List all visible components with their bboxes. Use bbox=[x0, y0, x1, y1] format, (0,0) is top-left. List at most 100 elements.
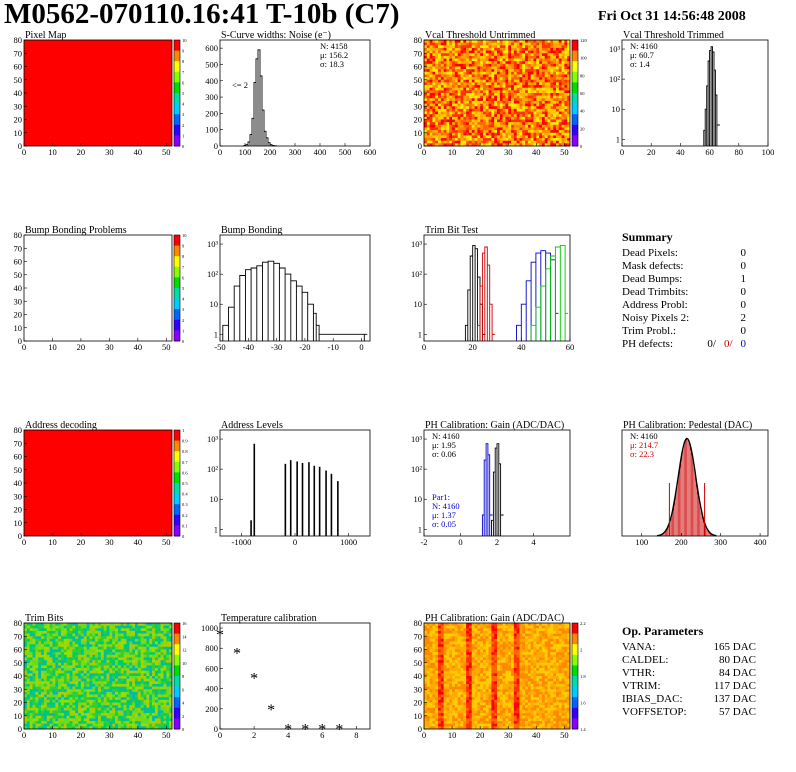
heatmap-cell bbox=[106, 670, 110, 674]
heatmap-cell bbox=[424, 119, 428, 123]
heatmap-cell bbox=[63, 649, 67, 653]
heatmap-cell bbox=[497, 42, 501, 46]
heatmap-cell bbox=[525, 143, 529, 147]
heatmap-cell bbox=[169, 628, 173, 632]
heatmap-cell bbox=[432, 114, 436, 118]
heatmap-cell bbox=[561, 45, 565, 49]
palette-tick-label: 5 bbox=[182, 286, 185, 291]
heatmap-cell bbox=[440, 66, 444, 70]
heatmap-cell bbox=[457, 50, 461, 54]
heatmap-cell bbox=[83, 654, 87, 658]
heatmap-cell bbox=[525, 132, 529, 136]
heatmap-cell bbox=[435, 77, 439, 81]
heatmap-cell bbox=[468, 127, 473, 131]
heatmap-cell bbox=[157, 633, 161, 637]
heatmap-cell bbox=[106, 636, 110, 640]
heatmap-cell bbox=[454, 132, 458, 136]
heatmap-cell bbox=[454, 63, 458, 67]
heatmap-cell bbox=[555, 140, 560, 144]
heatmap-cell bbox=[527, 74, 531, 78]
heatmap-cell bbox=[35, 721, 39, 724]
heatmap-cell bbox=[550, 74, 554, 78]
y-tick-label: 20 bbox=[14, 505, 23, 515]
heatmap-cell bbox=[471, 135, 475, 139]
palette-tick-label: 2 bbox=[182, 123, 184, 128]
heatmap-cell bbox=[485, 114, 489, 118]
heatmap-cell bbox=[468, 628, 473, 632]
heatmap-cell bbox=[163, 673, 167, 677]
heatmap-cell bbox=[477, 79, 481, 83]
heatmap-cell bbox=[103, 628, 107, 632]
heatmap-cell bbox=[55, 710, 59, 714]
x-tick-label: 100 bbox=[239, 147, 252, 157]
heatmap-cell bbox=[166, 660, 170, 664]
heatmap-cell bbox=[541, 90, 546, 94]
x-tick-label: 10 bbox=[48, 147, 57, 157]
heatmap-cell bbox=[63, 633, 67, 637]
heatmap-cell bbox=[117, 652, 122, 656]
heatmap-cell bbox=[463, 636, 467, 640]
heatmap-cell bbox=[539, 119, 543, 123]
heatmap-cell bbox=[149, 713, 153, 717]
heatmap-cell bbox=[78, 644, 82, 648]
heatmap-cell bbox=[460, 58, 464, 62]
heatmap-cell bbox=[166, 668, 170, 671]
palette-cell bbox=[174, 309, 180, 321]
heatmap-cell bbox=[120, 665, 124, 669]
heatmap-cell bbox=[558, 47, 562, 51]
heatmap-cell bbox=[100, 715, 104, 719]
heatmap-cell bbox=[63, 641, 67, 645]
heatmap-cell bbox=[103, 636, 107, 640]
heatmap-cell bbox=[555, 42, 560, 46]
heatmap-cell bbox=[561, 143, 565, 147]
heatmap-cell bbox=[154, 641, 159, 645]
heatmap-cell bbox=[92, 670, 96, 674]
heatmap-cell bbox=[567, 40, 571, 43]
heatmap-cell bbox=[457, 58, 461, 62]
x-tick-label: 8 bbox=[354, 730, 358, 740]
heatmap-cell bbox=[154, 702, 159, 706]
heatmap-cell bbox=[166, 697, 170, 701]
heatmap-cell bbox=[449, 47, 453, 51]
heatmap-cell bbox=[52, 681, 56, 685]
heatmap-cell bbox=[52, 689, 56, 693]
heatmap-cell bbox=[541, 625, 546, 629]
heatmap-cell bbox=[468, 106, 473, 110]
heatmap-cell bbox=[474, 106, 478, 110]
heatmap-cell bbox=[41, 718, 45, 722]
heatmap-cell bbox=[72, 723, 76, 727]
heatmap-cell bbox=[471, 53, 475, 57]
heatmap-cell bbox=[519, 633, 523, 637]
heatmap-cell bbox=[78, 726, 82, 730]
heatmap-cell bbox=[29, 686, 33, 690]
heatmap-cell bbox=[536, 50, 540, 54]
heatmap-cell bbox=[443, 630, 447, 634]
heatmap-cell bbox=[525, 71, 529, 75]
heatmap-cell bbox=[63, 699, 67, 703]
heatmap-cell bbox=[466, 61, 470, 65]
heatmap-cell bbox=[457, 111, 461, 115]
chart-title: PH Calibration: Pedestal (DAC) bbox=[623, 420, 752, 431]
heatmap-cell bbox=[449, 85, 453, 88]
heatmap-cell bbox=[157, 694, 161, 698]
heatmap-cell bbox=[92, 721, 96, 724]
heatmap-cell bbox=[43, 681, 48, 685]
heatmap-cell bbox=[497, 90, 501, 94]
heatmap-cell bbox=[103, 644, 107, 648]
heatmap-cell bbox=[497, 66, 501, 70]
heatmap-cell bbox=[95, 654, 99, 658]
y-tick-label: 80 bbox=[14, 618, 23, 628]
heatmap-cell bbox=[432, 630, 436, 634]
heatmap-cell bbox=[466, 93, 470, 96]
heatmap-cell bbox=[35, 625, 39, 629]
heatmap-cell bbox=[55, 713, 59, 717]
heatmap-cell bbox=[132, 628, 136, 632]
heatmap-cell bbox=[69, 641, 73, 645]
heatmap-cell bbox=[558, 633, 562, 637]
heatmap-cell bbox=[480, 106, 484, 110]
heatmap-cell bbox=[525, 74, 529, 78]
heatmap-cell bbox=[432, 127, 436, 131]
heatmap-cell bbox=[115, 721, 119, 724]
chart-title: Address Levels bbox=[221, 420, 283, 431]
x-tick-label: -40 bbox=[243, 342, 254, 352]
